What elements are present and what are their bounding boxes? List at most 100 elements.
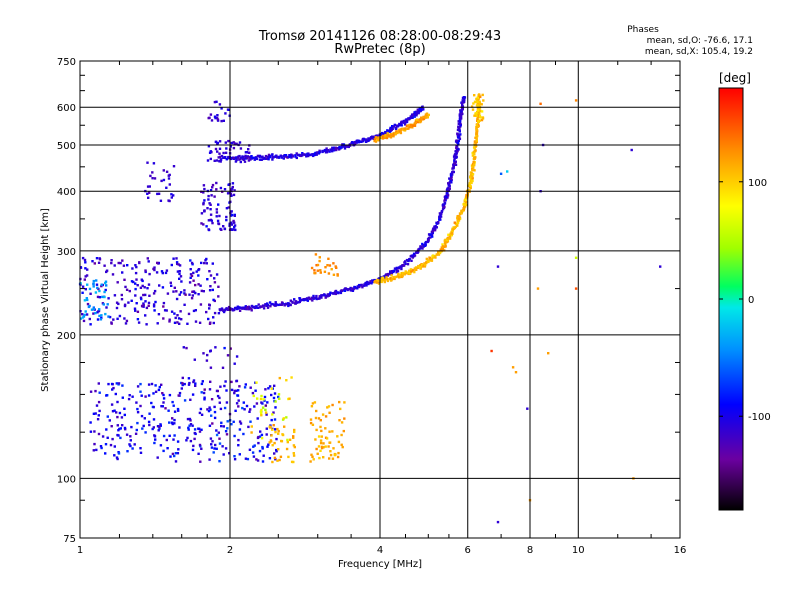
data-point bbox=[318, 456, 321, 460]
data-point bbox=[129, 444, 132, 448]
data-point bbox=[463, 98, 466, 101]
data-point bbox=[266, 302, 269, 305]
data-point bbox=[140, 278, 143, 281]
data-point bbox=[159, 199, 163, 202]
data-point bbox=[176, 270, 180, 273]
data-point bbox=[235, 142, 238, 145]
data-point bbox=[233, 189, 236, 192]
data-point bbox=[162, 169, 165, 172]
data-point bbox=[92, 282, 95, 286]
data-point bbox=[328, 411, 331, 414]
data-point bbox=[458, 113, 461, 116]
data-point bbox=[208, 458, 211, 461]
data-point bbox=[215, 181, 218, 185]
colorbar-tick-label: 0 bbox=[748, 295, 754, 306]
data-point bbox=[457, 136, 460, 139]
data-point bbox=[148, 185, 151, 188]
data-point bbox=[181, 382, 184, 385]
data-point bbox=[180, 280, 183, 283]
data-point bbox=[93, 430, 96, 433]
data-point bbox=[395, 130, 398, 133]
data-point bbox=[222, 310, 226, 314]
data-point bbox=[369, 136, 373, 139]
data-point bbox=[342, 429, 345, 433]
data-point bbox=[172, 404, 175, 407]
data-point bbox=[471, 165, 474, 168]
data-point bbox=[105, 394, 108, 397]
data-point bbox=[110, 425, 113, 428]
data-point bbox=[211, 183, 215, 187]
data-point bbox=[458, 137, 462, 141]
data-point bbox=[410, 259, 413, 262]
data-point bbox=[191, 290, 194, 293]
data-point bbox=[288, 438, 292, 441]
data-point bbox=[189, 273, 193, 276]
data-point bbox=[194, 291, 197, 295]
data-point bbox=[340, 443, 343, 446]
data-point bbox=[275, 437, 278, 441]
data-point bbox=[164, 271, 168, 275]
data-point bbox=[206, 408, 209, 411]
data-point bbox=[277, 393, 281, 396]
data-point bbox=[256, 459, 260, 462]
data-point bbox=[232, 146, 236, 150]
data-point bbox=[330, 148, 334, 152]
data-point bbox=[210, 446, 214, 449]
data-point bbox=[94, 389, 97, 393]
data-point bbox=[215, 208, 218, 211]
data-point bbox=[539, 102, 542, 105]
data-point bbox=[159, 424, 162, 427]
data-point bbox=[471, 151, 474, 155]
data-point bbox=[173, 422, 176, 425]
data-point bbox=[291, 155, 294, 158]
data-point bbox=[438, 218, 441, 221]
data-point bbox=[424, 263, 427, 267]
data-point bbox=[255, 381, 258, 384]
data-point bbox=[389, 270, 392, 273]
data-point bbox=[117, 261, 120, 265]
data-point bbox=[183, 303, 186, 306]
data-point bbox=[383, 136, 387, 139]
data-point bbox=[293, 430, 296, 434]
data-point bbox=[298, 297, 301, 300]
data-point bbox=[235, 402, 239, 405]
data-point bbox=[331, 430, 334, 433]
data-point bbox=[384, 273, 387, 277]
data-point bbox=[158, 425, 161, 428]
data-point bbox=[375, 281, 379, 284]
data-point bbox=[415, 118, 419, 121]
data-point bbox=[140, 394, 143, 397]
data-point bbox=[277, 448, 280, 451]
data-point bbox=[119, 261, 122, 265]
x-axis-label: Frequency [MHz] bbox=[338, 559, 422, 570]
data-point bbox=[476, 116, 479, 119]
data-point bbox=[298, 300, 301, 304]
data-point bbox=[225, 433, 229, 436]
data-point bbox=[131, 267, 134, 270]
data-point bbox=[414, 121, 417, 125]
data-point bbox=[213, 100, 217, 104]
data-point bbox=[268, 441, 271, 444]
data-point bbox=[168, 421, 171, 424]
data-point bbox=[383, 278, 387, 281]
data-point bbox=[162, 397, 166, 400]
data-point bbox=[299, 299, 302, 302]
data-point bbox=[170, 193, 173, 196]
data-point bbox=[124, 285, 127, 289]
data-point bbox=[457, 122, 460, 126]
data-point bbox=[97, 382, 100, 385]
data-point bbox=[328, 430, 331, 433]
data-point bbox=[357, 139, 361, 143]
data-point bbox=[81, 285, 85, 288]
data-point bbox=[145, 323, 148, 326]
data-point bbox=[181, 383, 184, 387]
data-point bbox=[92, 449, 95, 452]
data-point bbox=[88, 287, 92, 291]
data-point bbox=[430, 233, 434, 236]
data-point bbox=[374, 138, 378, 141]
data-point bbox=[100, 446, 103, 450]
data-point bbox=[295, 156, 298, 160]
data-point bbox=[446, 237, 450, 240]
data-point bbox=[225, 307, 228, 310]
